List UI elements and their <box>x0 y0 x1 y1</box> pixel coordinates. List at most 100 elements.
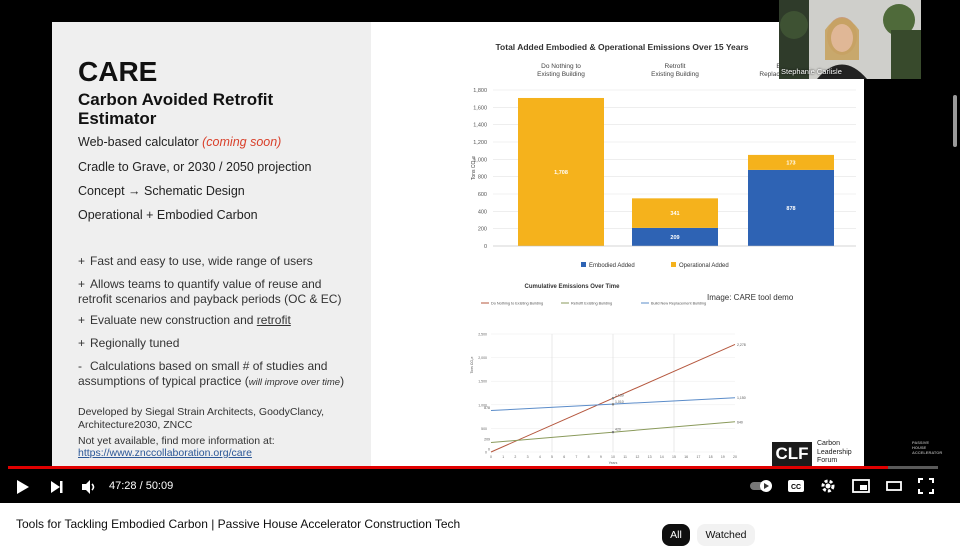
settings-gear-icon[interactable] <box>820 478 836 497</box>
bar-y-tick-label: 1,400 <box>473 123 487 129</box>
bar-y-axis-label: Tons CO₂e <box>471 156 477 180</box>
next-icon[interactable] <box>50 479 64 498</box>
line-y-tick-label: 1,000 <box>478 403 487 407</box>
line-x-tick-label: 4 <box>539 455 541 459</box>
developed-by-text: Developed by Siegal Strain Architects, G… <box>78 406 325 431</box>
line-x-tick-label: 15 <box>672 455 676 459</box>
bar-data-label: 341 <box>670 211 679 217</box>
availability-text: Not yet available, find more information… <box>78 435 275 447</box>
care-url-link[interactable]: https://www.znccollaboration.org/care <box>78 447 252 459</box>
bar-chart: 0 200 400 600 800 1,000 1,200 1,400 1,600 1,800 To… <box>471 63 856 269</box>
line-x-tick-label: 1 <box>502 455 504 459</box>
filter-chip-all[interactable]: All <box>662 524 690 546</box>
bar-data-label: 209 <box>670 235 679 241</box>
line-x-tick-label: 19 <box>721 455 725 459</box>
line-legend-label: Build New Replacement Building <box>651 302 706 306</box>
bar-y-tick-label: 800 <box>478 175 487 181</box>
bar-legend-swatch <box>671 262 676 267</box>
line-x-tick-label: 8 <box>588 455 590 459</box>
line-x-tick-label: 7 <box>575 455 577 459</box>
presentation-slide: CARE Carbon Avoided Retrofit Estimator W… <box>52 22 864 468</box>
scrollbar-thumb[interactable] <box>953 95 957 147</box>
line-x-tick-label: 10 <box>611 455 615 459</box>
line-x-tick-label: 18 <box>709 455 713 459</box>
clf-logo: CLF <box>772 442 812 466</box>
line-y-tick-label: 1,500 <box>478 380 487 384</box>
channel-watermark: PASSIVE HOUSE ACCELERATOR <box>912 440 943 455</box>
progress-bar[interactable] <box>8 466 938 469</box>
slide-line-1: Web-based calculator (coming soon) <box>78 135 282 149</box>
bar-segment <box>632 227 718 246</box>
fullscreen-icon[interactable] <box>918 478 934 497</box>
line-chart-title: Cumulative Emissions Over Time <box>524 284 620 290</box>
filter-chip-watched[interactable]: Watched <box>697 524 755 546</box>
line-x-tick-label: 3 <box>527 455 529 459</box>
bullet-item: + Evaluate new construction and retrofit <box>78 313 291 327</box>
bar-data-label: 878 <box>786 206 795 212</box>
line-x-tick-label: 11 <box>623 455 627 459</box>
bar-segment <box>518 97 604 246</box>
bar-category-label: Do Nothing to Existing Building <box>537 63 585 78</box>
line-data-point <box>611 403 615 406</box>
bar-y-tick-label: 600 <box>478 192 487 198</box>
line-x-tick-label: 2 <box>514 455 516 459</box>
line-data-label: 1,010 <box>615 400 624 404</box>
bar-y-tick-label: 1,600 <box>473 105 487 111</box>
theater-mode-icon[interactable] <box>886 479 902 496</box>
bar-y-tick-label: 0 <box>484 244 487 250</box>
line-y-tick-label: 2,500 <box>478 333 487 337</box>
bullet-item: + Allows teams to quantify value of reuse… <box>78 277 342 306</box>
bar-chart-title: Total Added Embodied & Operational Emiss… <box>495 42 749 52</box>
scrollbar[interactable] <box>950 0 960 503</box>
slide-subtitle: Carbon Avoided Retrofit Estimator <box>78 90 274 128</box>
miniplayer-icon[interactable] <box>852 479 870 496</box>
bullet-item: - Calculations based on small # of studie… <box>78 359 345 388</box>
slide-line-4: Operational + Embodied Carbon <box>78 208 258 222</box>
bar-y-tick-label: 400 <box>478 209 487 215</box>
bar-segment <box>748 169 834 246</box>
bar-y-tick-label: 1,000 <box>473 157 487 163</box>
slide-line-2: Cradle to Grave, or 2030 / 2050 projecti… <box>78 160 312 174</box>
bar-category-label: Retrofit Existing Building <box>651 63 699 78</box>
line-x-tick-label: 14 <box>660 455 664 459</box>
bar-segment <box>748 154 834 170</box>
bar-data-label: 173 <box>786 160 795 166</box>
line-end-label: 640 <box>737 420 743 424</box>
slide-line-3: Concept → Schematic Design <box>78 184 245 198</box>
time-display: 47:28 / 50:09 <box>109 480 174 492</box>
line-x-tick-label: 12 <box>635 455 639 459</box>
line-x-tick-label: 20 <box>733 455 737 459</box>
svg-text:CC: CC <box>791 484 801 491</box>
bullet-item: + Regionally tuned <box>78 336 180 350</box>
player-controls: 47:28 / 50:09 CC <box>0 466 960 503</box>
below-video-area: Tools for Tackling Embodied Carbon | Pas… <box>0 503 960 540</box>
line-y-tick-label: 0 <box>485 451 487 455</box>
line-data-point <box>611 430 615 434</box>
video-player[interactable]: CARE Carbon Avoided Retrofit Estimator W… <box>0 0 960 503</box>
bar-segment <box>632 198 718 228</box>
bullet-item: + Fast and easy to use, wide range of use… <box>78 254 313 268</box>
volume-icon[interactable] <box>80 478 98 499</box>
speaker-video-thumbnail: Stephanie Carlisle <box>779 0 921 79</box>
line-y-tick-label: 500 <box>481 427 487 431</box>
line-x-tick-label: 17 <box>696 455 700 459</box>
progress-fill <box>8 466 888 469</box>
bar-y-tick-label: 1,800 <box>473 88 487 94</box>
line-data-label: 1,139 <box>615 394 624 398</box>
video-title: Tools for Tackling Embodied Carbon | Pas… <box>16 517 461 531</box>
image-caption: Image: CARE tool demo <box>707 293 794 302</box>
play-icon[interactable] <box>16 479 30 498</box>
speaker-image <box>779 0 921 79</box>
line-start-label: 209 <box>484 438 490 442</box>
line-x-tick-label: 13 <box>648 455 652 459</box>
line-x-tick-label: 5 <box>551 455 553 459</box>
bar-legend-label: Embodied Added <box>589 263 635 269</box>
bar-y-tick-label: 1,200 <box>473 140 487 146</box>
captions-icon[interactable]: CC <box>787 479 805 496</box>
line-start-label: 878 <box>484 406 490 410</box>
speaker-name: Stephanie Carlisle <box>781 67 842 76</box>
line-end-label: 2,278 <box>737 343 746 347</box>
autoplay-toggle[interactable] <box>750 480 774 495</box>
bar-legend-label: Operational Added <box>679 263 729 269</box>
